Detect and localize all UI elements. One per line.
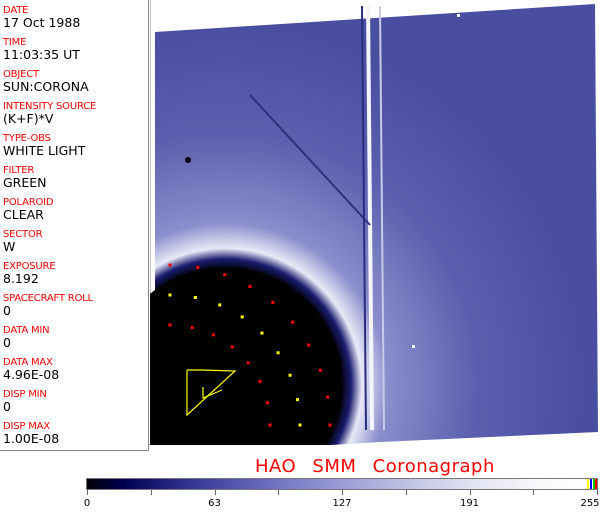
field-filter: FILTER GREEN <box>3 165 47 190</box>
field-value: SUN:CORONA <box>3 79 89 94</box>
coronagraph-image <box>150 0 600 452</box>
marker-dot <box>168 263 172 267</box>
field-value: 0 <box>3 335 11 350</box>
field-time: TIME 11:03:35 UT <box>3 37 80 62</box>
marker-dot <box>196 265 200 269</box>
field-label: FILTER <box>3 165 35 176</box>
header-info-panel: DATE 17 Oct 1988 TIME 11:03:35 UT OBJECT SUN:… <box>0 0 149 451</box>
field-value: W <box>3 239 16 254</box>
streak <box>366 5 374 431</box>
field-value: 11:03:35 UT <box>3 47 80 62</box>
marker-dot <box>265 401 269 405</box>
marker-dot <box>230 345 234 349</box>
field-object: OBJECT SUN:CORONA <box>3 69 89 94</box>
field-label: TIME <box>3 37 27 48</box>
colorbar-tick-label: 191 <box>459 498 480 509</box>
colorbar-minor-tick <box>150 490 152 495</box>
marker-dot <box>307 343 311 347</box>
field-value: 4.96E-08 <box>3 367 60 382</box>
field-value: 17 Oct 1988 <box>3 15 81 30</box>
marker-dot <box>248 284 252 288</box>
field-value: 8.192 <box>3 271 39 286</box>
marker-dot <box>298 423 302 427</box>
colorbar-tick <box>469 490 471 495</box>
field-value: WHITE LIGHT <box>3 143 86 158</box>
marker-dot <box>276 351 280 355</box>
selection-triangle <box>186 369 237 417</box>
marker-dot <box>168 323 172 327</box>
field-value: 0 <box>3 303 11 318</box>
marker-dot <box>288 373 292 377</box>
colorbar-tick <box>597 490 598 495</box>
field-label: POLAROID <box>3 197 54 208</box>
colorbar <box>86 478 598 490</box>
field-data-min: DATA MIN 0 <box>3 325 50 350</box>
colorbar-minor-tick <box>533 490 535 495</box>
marker-dot <box>190 326 194 330</box>
field-label: SPACECRAFT ROLL <box>3 293 93 304</box>
colorbar-tick <box>214 490 216 495</box>
field-value: 0 <box>3 399 11 414</box>
field-label: SECTOR <box>3 229 43 240</box>
field-type-obs: TYPE-OBS WHITE LIGHT <box>3 133 85 158</box>
grid-markers <box>168 263 332 427</box>
image-title: HAO SMM Coronagraph <box>255 456 495 477</box>
occulter-disk <box>150 267 343 452</box>
field-polaroid: POLAROID CLEAR <box>3 197 54 222</box>
colorbar-tick-label: 0 <box>83 498 91 509</box>
field-label: DISP MAX <box>3 421 50 432</box>
field-label: DISP MIN <box>3 389 47 400</box>
marker-dot <box>258 380 262 384</box>
marker-dot <box>291 320 295 324</box>
field-value: CLEAR <box>3 207 44 222</box>
field-date: DATE 17 Oct 1988 <box>3 5 80 30</box>
marker-dot <box>260 331 264 335</box>
marker-dot <box>218 303 222 307</box>
field-value: 1.00E-08 <box>3 431 60 446</box>
marker-dot <box>318 368 322 372</box>
field-label: DATE <box>3 5 29 16</box>
field-value: GREEN <box>3 175 47 190</box>
colorbar-tick-label: 63 <box>208 498 221 509</box>
field-label: TYPE-OBS <box>3 133 51 144</box>
field-label: OBJECT <box>3 69 39 80</box>
marker-dot <box>211 333 215 337</box>
field-value: (K+F)*V <box>3 111 54 126</box>
colorbar-tick-label: 127 <box>332 498 352 509</box>
colorbar-minor-tick <box>278 490 280 495</box>
marker-dot <box>326 395 330 399</box>
colorbar-tick <box>87 490 88 495</box>
field-label: INTENSITY SOURCE <box>3 101 97 112</box>
field-label: EXPOSURE <box>3 261 56 272</box>
colorbar-minor-tick <box>405 490 407 495</box>
field-label: DATA MAX <box>3 357 53 368</box>
field-sector: SECTOR W <box>3 229 43 254</box>
marker-dot <box>223 273 227 277</box>
marker-dot <box>193 295 197 299</box>
field-disp-min: DISP MIN 0 <box>3 389 47 414</box>
marker-dot <box>328 423 332 427</box>
field-label: DATA MIN <box>3 325 50 336</box>
colorbar-tick <box>342 490 343 495</box>
marker-dot <box>246 361 250 365</box>
field-disp-max: DISP MAX 1.00E-08 <box>3 421 59 446</box>
marker-dot <box>296 398 300 402</box>
field-spacecraft-roll: SPACECRAFT ROLL 0 <box>3 293 93 318</box>
marker-dot <box>240 315 244 319</box>
marker-dot <box>271 300 275 304</box>
field-exposure: EXPOSURE 8.192 <box>3 261 56 286</box>
field-intensity-source: INTENSITY SOURCE (K+F)*V <box>3 101 96 126</box>
marker-dot <box>168 293 172 297</box>
colorbar-tick-label: 255 <box>580 498 600 509</box>
marker-dot <box>268 423 272 427</box>
field-data-max: DATA MAX 4.96E-08 <box>3 357 59 382</box>
